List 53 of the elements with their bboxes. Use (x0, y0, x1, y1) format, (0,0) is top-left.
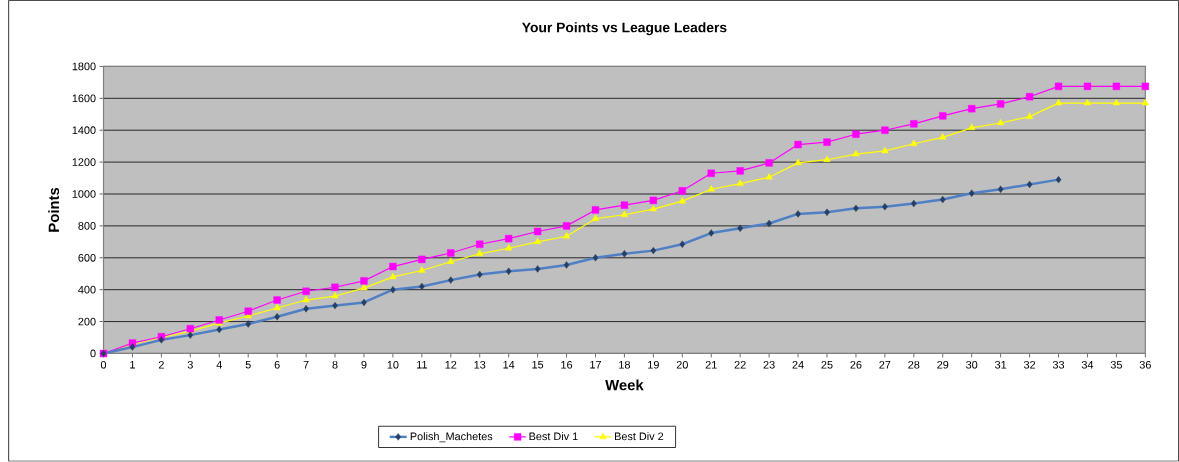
x-tick-label: 11 (417, 361, 427, 369)
legend-label: Best Div 1 (529, 432, 578, 441)
x-tick-label: 29 (937, 361, 949, 369)
x-tick-label: 0 (100, 361, 107, 369)
x-tick-label: 32 (1023, 361, 1036, 369)
x-tick-label: 16 (561, 361, 573, 369)
y-tick-label: 1800 (72, 62, 96, 71)
x-tick-label: 10 (387, 361, 399, 369)
x-tick-label: 12 (445, 361, 457, 369)
x-tick-label: 3 (187, 361, 193, 369)
x-tick-label: 25 (821, 361, 833, 369)
x-tick-label: 6 (274, 361, 280, 369)
y-tick-label: 1200 (72, 158, 96, 167)
x-tick-label: 19 (648, 361, 659, 369)
x-tick-label: 15 (532, 361, 544, 369)
x-tick-label: 28 (908, 361, 920, 369)
x-tick-label: 14 (503, 361, 515, 369)
x-tick-label: 34 (1081, 361, 1094, 369)
x-tick-label: 36 (1139, 361, 1151, 369)
x-tick-label: 8 (332, 361, 338, 369)
x-tick-label: 5 (245, 361, 251, 369)
y-tick-label: 400 (78, 286, 96, 294)
x-tick-label: 17 (590, 361, 601, 369)
x-tick-label: 31 (995, 361, 1007, 369)
x-tick-label: 18 (619, 361, 630, 369)
x-tick-label: 13 (474, 361, 486, 369)
y-tick-label: 0 (90, 349, 96, 358)
x-tick-label: 20 (676, 361, 688, 369)
x-tick-label: 23 (763, 361, 775, 369)
y-tick-label: 1600 (72, 94, 96, 103)
y-tick-label: 1400 (72, 126, 96, 135)
y-tick-label: 1000 (72, 190, 96, 199)
x-tick-label: 1 (130, 361, 135, 369)
x-tick-label: 2 (158, 361, 164, 369)
legend-label: Polish_Machetes (410, 432, 493, 443)
chart-title: Your Points vs League Leaders (522, 22, 727, 36)
x-tick-label: 9 (361, 361, 367, 369)
legend-label: Best Div 2 (615, 432, 664, 441)
x-tick-label: 22 (734, 361, 746, 369)
x-tick-label: 30 (966, 361, 978, 369)
y-tick-label: 600 (78, 254, 96, 262)
x-tick-label: 4 (216, 361, 222, 369)
x-tick-label: 35 (1110, 361, 1122, 369)
x-axis-title: Week (605, 379, 644, 391)
x-tick-label: 33 (1052, 361, 1065, 369)
y-tick-label: 200 (78, 317, 96, 326)
x-tick-label: 21 (705, 361, 717, 369)
y-axis-title: Points (48, 188, 60, 232)
x-tick-label: 27 (879, 361, 891, 369)
x-tick-label: 7 (303, 361, 309, 369)
x-tick-label: 26 (850, 361, 862, 369)
x-tick-label: 24 (792, 361, 804, 369)
y-tick-label: 800 (78, 222, 96, 230)
